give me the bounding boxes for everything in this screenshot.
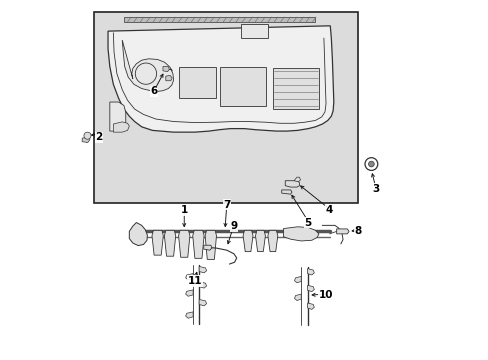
Bar [94, 12, 357, 203]
Polygon shape [281, 190, 291, 194]
Polygon shape [192, 230, 203, 258]
Polygon shape [185, 312, 193, 318]
Polygon shape [178, 230, 189, 257]
Polygon shape [307, 303, 314, 309]
Polygon shape [165, 76, 172, 81]
Polygon shape [163, 67, 169, 72]
Polygon shape [122, 40, 173, 91]
Polygon shape [307, 285, 314, 292]
Circle shape [84, 132, 91, 139]
Polygon shape [336, 229, 348, 234]
Polygon shape [203, 245, 211, 250]
Bar [241, 24, 267, 38]
Polygon shape [199, 266, 206, 273]
Bar [94, 12, 357, 203]
Text: 5: 5 [304, 217, 311, 228]
Bar [124, 17, 315, 22]
Text: 2: 2 [95, 132, 102, 143]
Polygon shape [108, 26, 333, 132]
Polygon shape [307, 269, 314, 275]
Text: 7: 7 [223, 200, 230, 210]
Text: 6: 6 [150, 86, 158, 96]
Polygon shape [113, 122, 129, 132]
Polygon shape [199, 282, 206, 288]
Polygon shape [110, 102, 125, 131]
Polygon shape [82, 137, 90, 143]
Polygon shape [185, 290, 193, 296]
Polygon shape [185, 274, 193, 280]
Text: 4: 4 [325, 205, 333, 215]
Circle shape [368, 161, 373, 167]
Polygon shape [129, 222, 147, 246]
Polygon shape [152, 230, 163, 255]
Polygon shape [283, 227, 318, 241]
Text: 11: 11 [187, 276, 202, 286]
Text: 9: 9 [230, 221, 237, 231]
Text: 8: 8 [354, 226, 361, 237]
Polygon shape [255, 230, 265, 252]
Bar [179, 67, 216, 99]
Polygon shape [293, 177, 300, 182]
Text: 3: 3 [371, 184, 379, 194]
Polygon shape [294, 294, 301, 301]
Polygon shape [164, 230, 175, 256]
Bar [219, 67, 265, 105]
Polygon shape [243, 230, 252, 252]
Polygon shape [205, 230, 216, 260]
Polygon shape [294, 276, 301, 283]
Polygon shape [199, 300, 206, 306]
Bar [272, 68, 318, 109]
Polygon shape [285, 181, 299, 187]
Text: 1: 1 [180, 205, 187, 215]
Polygon shape [267, 230, 277, 252]
Text: 10: 10 [318, 290, 333, 300]
